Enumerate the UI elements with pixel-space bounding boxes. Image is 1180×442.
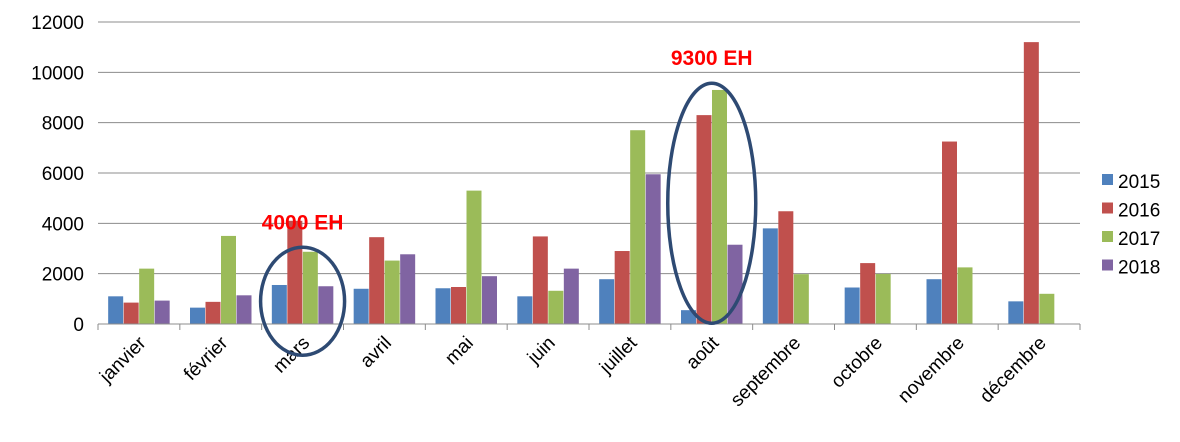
x-tick-label: décembre <box>976 333 1051 408</box>
annotation-label: 4000 EH <box>262 211 344 234</box>
bar-2017-décembre <box>1039 293 1055 324</box>
x-axis-labels: janvier février mars avril mai juin juillet aoû… <box>95 332 1050 411</box>
bar-2015-septembre <box>762 228 778 324</box>
y-tick-label: 12000 <box>31 13 84 34</box>
bar-2015-février <box>190 307 205 324</box>
highlight-ellipses <box>258 81 758 358</box>
bar-2018-mars <box>318 286 334 324</box>
bar-2015-mars <box>271 284 287 324</box>
legend-label: 2018 <box>1118 258 1160 279</box>
bar-2018-avril <box>400 254 416 324</box>
gridlines <box>98 21 1080 275</box>
bar-2018-juin <box>563 268 579 324</box>
x-tick-label: septembre <box>727 333 805 411</box>
bar-2017-janvier <box>139 268 155 324</box>
bar-2017-mai <box>466 190 482 324</box>
bar-2018-juillet <box>645 174 661 324</box>
x-tick-label: juillet <box>595 332 642 379</box>
bar-2017-octobre <box>875 273 891 324</box>
legend-label: 2015 <box>1118 172 1160 193</box>
bar-2018-février <box>236 295 252 324</box>
bar-2017-août <box>712 89 727 324</box>
y-tick-label: 6000 <box>42 164 84 185</box>
y-tick-label: 0 <box>73 315 84 336</box>
legend-label: 2016 <box>1118 201 1160 222</box>
bar-2018-août <box>727 244 743 324</box>
y-tick-label: 2000 <box>42 265 84 286</box>
bar-2015-octobre <box>844 287 860 324</box>
bar-2017-juin <box>548 290 564 324</box>
annotation-label: 9300 EH <box>671 47 753 70</box>
x-tick-label: février <box>180 332 233 385</box>
x-axis <box>97 323 1081 330</box>
bar-2016-août <box>696 115 712 325</box>
bars <box>108 42 1055 325</box>
bar-2016-mars <box>287 220 303 324</box>
bar-2016-octobre <box>860 263 876 324</box>
bar-2016-novembre <box>942 141 957 324</box>
legend: 2015 2016 2017 2018 <box>1102 172 1160 279</box>
x-tick-label: novembre <box>894 333 969 408</box>
bar-2016-février <box>205 301 221 324</box>
bar-2016-juillet <box>614 251 630 324</box>
bar-2016-juin <box>532 236 548 324</box>
bar-2018-mai <box>482 276 497 324</box>
y-tick-label: 10000 <box>31 63 84 84</box>
x-tick-label: août <box>682 332 724 374</box>
bar-2017-novembre <box>957 267 973 325</box>
x-tick-label: janvier <box>95 332 151 388</box>
bar-2016-janvier <box>123 302 139 324</box>
bar-2015-décembre <box>1008 301 1024 324</box>
x-tick-label: mai <box>441 333 478 370</box>
highlight-ellipse-mars <box>258 245 347 358</box>
bar-2017-avril <box>384 260 400 324</box>
x-tick-label: avril <box>356 333 395 372</box>
x-tick-label: octobre <box>827 333 887 393</box>
bar-2015-janvier <box>108 296 124 324</box>
legend-swatch-2016 <box>1102 202 1113 214</box>
bar-2015-juin <box>517 296 533 324</box>
bar-2016-mai <box>451 287 466 324</box>
y-axis-ticks: 0 2000 4000 6000 8000 10000 12000 <box>31 13 84 336</box>
bar-2017-septembre <box>793 274 809 324</box>
bar-2017-mars <box>302 251 318 324</box>
bar-2016-septembre <box>778 211 794 324</box>
annotations: 4000 EH 9300 EH <box>262 47 753 234</box>
bar-2015-mai <box>435 288 451 324</box>
bar-2015-avril <box>353 288 369 324</box>
y-tick-label: 8000 <box>42 114 84 135</box>
bar-2015-juillet <box>599 279 615 324</box>
y-tick-label: 4000 <box>42 214 84 235</box>
bar-2016-décembre <box>1023 42 1039 324</box>
bar-2016-avril <box>369 237 385 324</box>
bar-2015-novembre <box>926 279 942 324</box>
legend-swatch-2015 <box>1102 174 1113 185</box>
legend-swatch-2017 <box>1102 231 1113 242</box>
legend-label: 2017 <box>1118 229 1160 250</box>
bar-2018-janvier <box>154 300 170 324</box>
highlight-ellipse-août <box>666 81 758 325</box>
legend-swatch-2018 <box>1102 259 1113 271</box>
bar-2017-juillet <box>630 130 646 324</box>
x-tick-label: juin <box>523 333 559 369</box>
bar-2017-février <box>221 235 236 324</box>
